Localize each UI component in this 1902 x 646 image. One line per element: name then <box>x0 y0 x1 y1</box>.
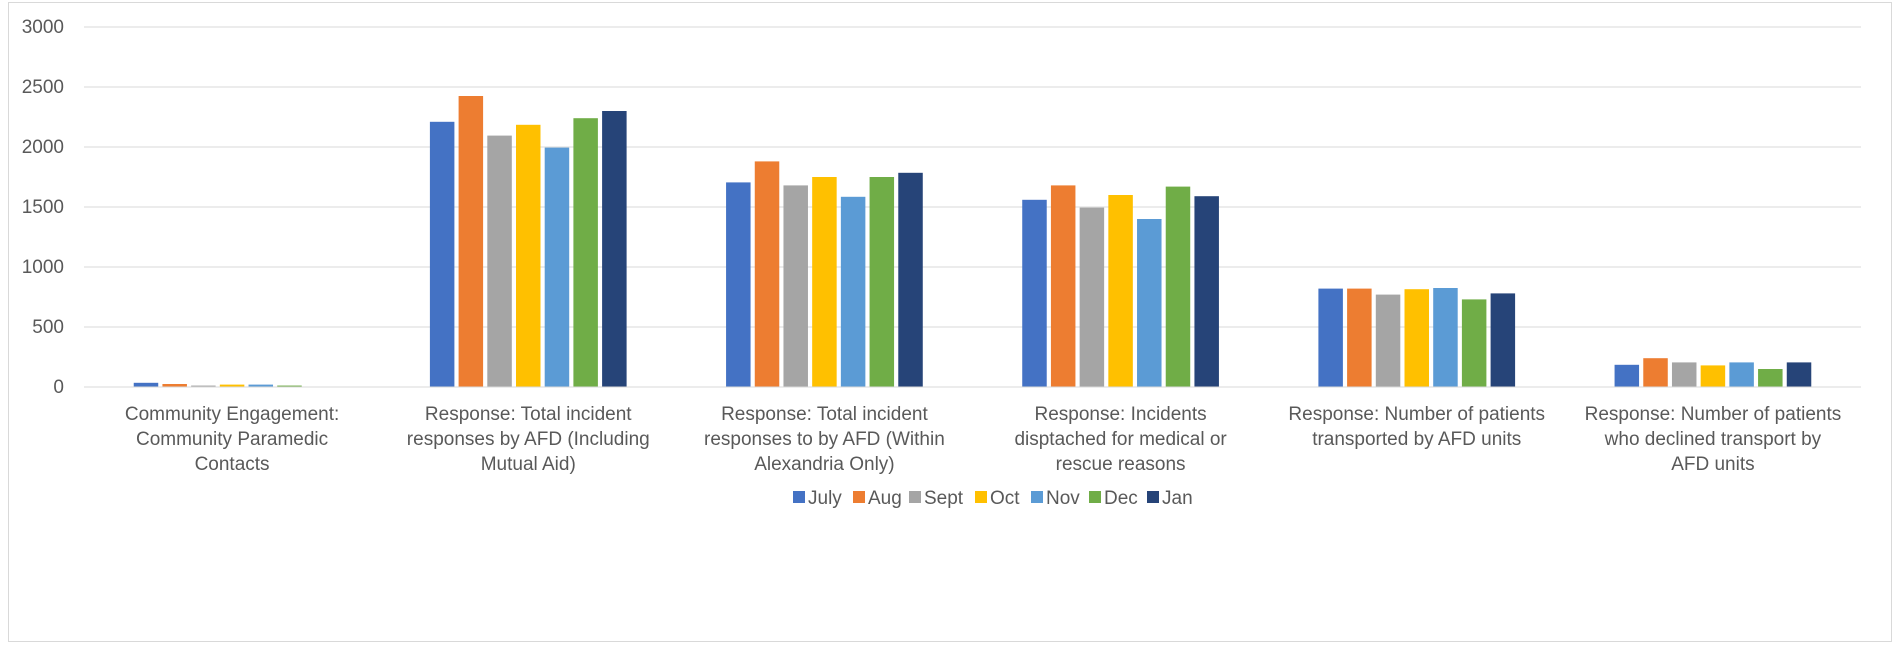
y-tick-label: 2500 <box>22 77 64 98</box>
legend-item-aug: Aug <box>853 488 902 509</box>
x-category-label: Community Engagement: Community Paramedic… <box>125 404 339 475</box>
legend-item-oct: Oct <box>975 488 1020 509</box>
legend-swatch <box>793 491 805 503</box>
legend-swatch <box>1089 491 1101 503</box>
legend-label: Jan <box>1162 488 1193 509</box>
legend-item-jan: Jan <box>1147 488 1193 509</box>
bar-nov <box>840 196 866 387</box>
bar-jan <box>1786 362 1812 387</box>
bar-july <box>726 182 751 387</box>
bar-jan <box>602 111 627 387</box>
legend-label: July <box>808 488 842 509</box>
bar-oct <box>812 177 837 387</box>
bar-dec <box>1165 186 1191 387</box>
bar-nov <box>1137 219 1162 387</box>
bar-sept <box>1671 362 1697 387</box>
y-tick-label: 1500 <box>22 197 64 218</box>
legend-label: Dec <box>1104 488 1138 509</box>
bar-sept <box>783 185 808 387</box>
legend-label: Oct <box>990 488 1020 509</box>
bar-july <box>1318 288 1343 387</box>
bar-aug <box>1643 358 1668 387</box>
bar-aug <box>1050 185 1076 387</box>
legend-item-dec: Dec <box>1089 488 1138 509</box>
x-category-label: Response: Total incident responses to by … <box>704 404 945 475</box>
bar-jan <box>1194 196 1219 387</box>
x-category-label: Response: Total incident responses by AFD… <box>407 404 650 475</box>
y-tick-label: 500 <box>32 317 64 338</box>
x-category-label: Response: Number of patients who declined… <box>1585 404 1842 475</box>
y-tick-label: 1000 <box>22 257 64 278</box>
legend-item-july: July <box>793 488 842 509</box>
bar-chart: 0 500 1000 1500 2000 2500 3000 Community Engag… <box>22 17 1861 509</box>
bar-aug <box>754 161 780 387</box>
bar-sept <box>487 135 512 387</box>
bar-dec <box>277 385 302 387</box>
bar-nov <box>248 384 274 387</box>
legend-swatch <box>1147 491 1159 503</box>
y-tick-label: 3000 <box>22 17 64 38</box>
bar-july <box>429 121 455 388</box>
bar-july <box>133 382 159 387</box>
bar-sept <box>1079 207 1105 387</box>
bar-oct <box>516 124 541 388</box>
bar-dec <box>1461 299 1487 387</box>
legend-item-sept: Sept <box>909 488 964 509</box>
bar-july <box>1614 364 1640 387</box>
bar-dec <box>573 118 598 387</box>
bar-nov <box>544 147 570 387</box>
legend-label: Aug <box>868 488 902 509</box>
bar-dec <box>869 177 895 387</box>
bar-nov <box>1433 288 1458 387</box>
y-axis-tick-labels: 0 500 1000 1500 2000 2500 3000 <box>22 17 64 398</box>
bar-aug <box>162 384 187 387</box>
bar-aug <box>458 96 484 387</box>
x-category-label: Response: Number of patients transported … <box>1288 404 1545 450</box>
bars <box>133 96 1812 388</box>
chart-frame: 0 500 1000 1500 2000 2500 3000 Community Engag… <box>8 2 1892 642</box>
x-axis-category-labels: Community Engagement: Community Paramedic… <box>125 404 1841 475</box>
legend-label: Nov <box>1046 488 1080 509</box>
legend: July Aug Sept Oct Nov Dec Jan <box>793 488 1193 509</box>
legend-swatch <box>1031 491 1043 503</box>
bar-nov <box>1729 362 1754 387</box>
bar-july <box>1022 199 1047 387</box>
legend-swatch <box>975 491 987 503</box>
x-category-label: Response: Incidents disptached for medica… <box>1014 404 1227 475</box>
gridlines <box>84 26 1861 328</box>
bar-dec <box>1758 369 1783 387</box>
legend-item-nov: Nov <box>1031 488 1080 509</box>
legend-swatch <box>853 491 865 503</box>
legend-swatch <box>909 491 921 503</box>
bar-jan <box>898 172 923 387</box>
y-tick-label: 2000 <box>22 137 64 158</box>
legend-label: Sept <box>924 488 964 509</box>
bar-sept <box>191 385 216 387</box>
bar-oct <box>1700 365 1726 387</box>
bar-oct <box>1404 289 1429 387</box>
bar-oct <box>219 384 245 387</box>
bar-aug <box>1347 288 1372 387</box>
y-tick-label: 0 <box>53 377 64 398</box>
bar-sept <box>1375 294 1401 387</box>
bar-jan <box>1490 293 1516 387</box>
bar-oct <box>1108 195 1133 387</box>
